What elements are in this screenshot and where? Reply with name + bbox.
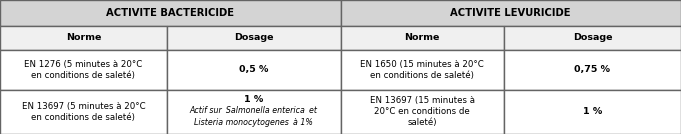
Text: Listeria monocytogenes  à 1%: Listeria monocytogenes à 1%	[194, 118, 313, 127]
Bar	[340, 26, 504, 50]
Text: 0,5 %: 0,5 %	[239, 65, 268, 74]
Text: Actif sur  Salmonella enterica  et: Actif sur Salmonella enterica et	[190, 106, 317, 115]
Bar	[167, 50, 340, 90]
Bar	[504, 50, 681, 90]
Text: ACTIVITE BACTERICIDE: ACTIVITE BACTERICIDE	[106, 8, 234, 18]
Bar	[340, 50, 504, 90]
Text: Dosage: Dosage	[573, 33, 612, 42]
Bar	[504, 90, 681, 134]
Text: Norme: Norme	[66, 33, 101, 42]
Text: EN 1276 (5 minutes à 20°C
en conditions de saleté): EN 1276 (5 minutes à 20°C en conditions …	[25, 60, 142, 80]
Text: 1 %: 1 %	[244, 95, 264, 104]
Bar	[0, 0, 340, 26]
Text: EN 13697 (5 minutes à 20°C
en conditions de saleté): EN 13697 (5 minutes à 20°C en conditions…	[22, 102, 145, 122]
Bar	[0, 50, 167, 90]
Text: 0,75 %: 0,75 %	[575, 65, 610, 74]
Bar	[0, 26, 167, 50]
Bar	[167, 26, 340, 50]
Bar	[0, 90, 167, 134]
Bar	[504, 26, 681, 50]
Bar	[340, 90, 504, 134]
Text: EN 1650 (15 minutes à 20°C
en conditions de saleté): EN 1650 (15 minutes à 20°C en conditions…	[360, 60, 484, 80]
Text: EN 13697 (15 minutes à
20°C en conditions de
saleté): EN 13697 (15 minutes à 20°C en condition…	[370, 96, 475, 127]
Text: Dosage: Dosage	[234, 33, 274, 42]
Text: Norme: Norme	[405, 33, 440, 42]
Bar	[340, 0, 681, 26]
Bar	[167, 90, 340, 134]
Text: 1 %: 1 %	[583, 107, 602, 116]
Text: ACTIVITE LEVURICIDE: ACTIVITE LEVURICIDE	[451, 8, 571, 18]
